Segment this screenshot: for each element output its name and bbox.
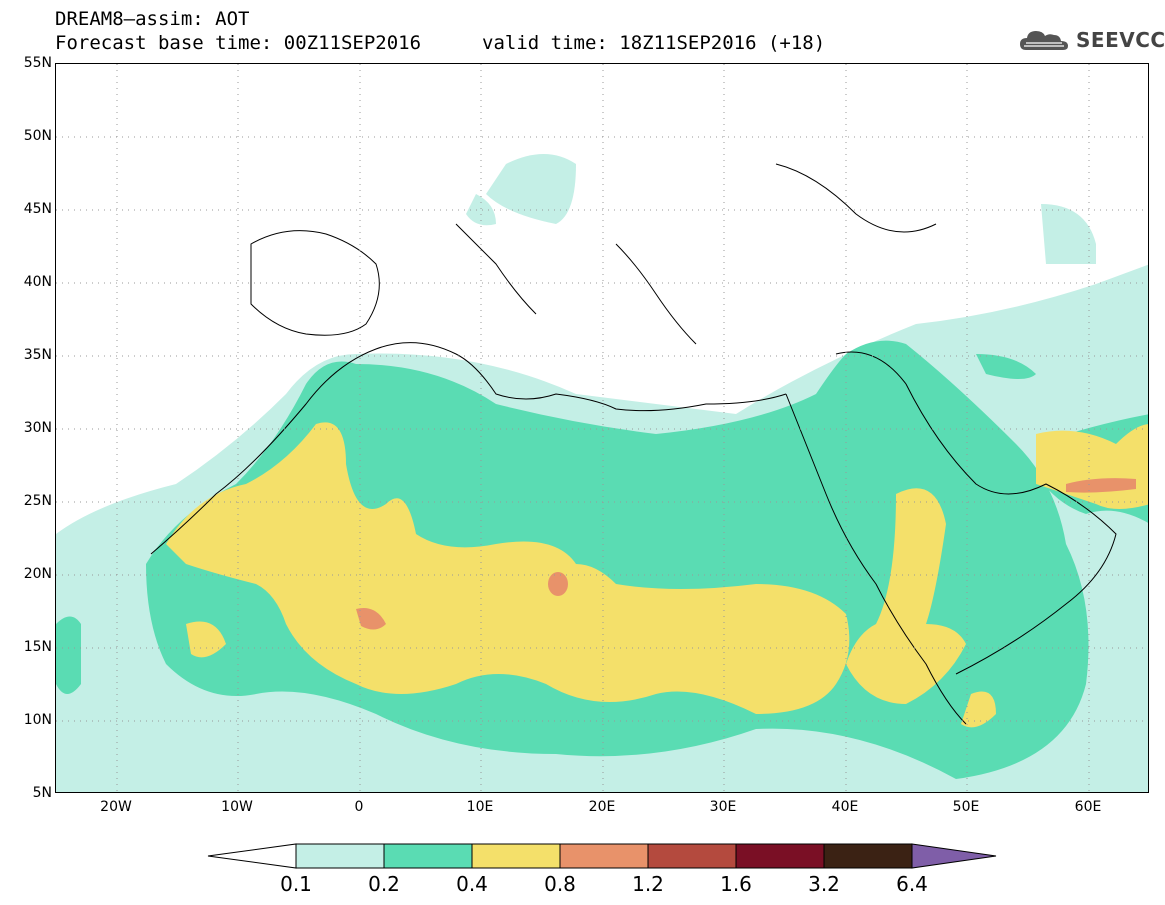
lon-label: 10E [466,799,494,815]
colorbar-label: 6.4 [896,872,928,896]
lon-label: 60E [1074,799,1102,815]
colorbar-label: 0.1 [280,872,312,896]
colorbar-label: 1.6 [720,872,752,896]
lat-label: 20N [23,566,52,582]
colorbar-segment [471,843,561,869]
colorbar-low-arrow [207,843,297,869]
colorbar [207,843,997,869]
aot-0.8-1.2-region [356,478,1136,630]
colorbar-label: 0.2 [368,872,400,896]
cloud-icon [1020,31,1068,50]
lon-label: 20W [100,799,132,815]
lon-label: 30E [709,799,737,815]
lon-label: 0 [354,799,364,815]
seevccc-logo: SEEVCCC [1018,26,1165,56]
forecast-base-time: Forecast base time: 00Z11SEP2016 [55,32,422,54]
product-title: DREAM8–assim: AOT [55,8,250,30]
colorbar-label: 1.2 [632,872,664,896]
lat-label: 25N [23,493,52,509]
colorbar-label: 3.2 [808,872,840,896]
lon-label: 10W [221,799,253,815]
map-canvas [56,64,1148,792]
lon-label: 50E [952,799,980,815]
colorbar-segment [559,843,649,869]
colorbar-segment [823,843,913,869]
lat-label: 50N [23,128,52,144]
lat-label: 5N [32,785,52,801]
coastlines [150,163,1117,725]
colorbar-segment [383,843,473,869]
lat-label: 40N [23,274,52,290]
lat-label: 35N [23,347,52,363]
colorbar-label: 0.4 [456,872,488,896]
colorbar-label: 0.8 [544,872,576,896]
lat-label: 45N [23,201,52,217]
lat-label: 15N [23,639,52,655]
colorbar-segment [647,843,737,869]
colorbar-segment [735,843,825,869]
lat-label: 10N [23,712,52,728]
logo-text: SEEVCCC [1076,28,1165,52]
lat-label: 55N [23,55,52,71]
graticule [56,64,1148,792]
lat-label: 30N [23,420,52,436]
aot-0.4-0.8-region [166,422,1148,728]
colorbar-high-arrow [911,843,997,869]
colorbar-segment [295,843,385,869]
lon-label: 40E [831,799,859,815]
lon-label: 20E [588,799,616,815]
aot-map [55,63,1149,793]
valid-time: valid time: 18Z11SEP2016 (+18) [482,32,826,54]
